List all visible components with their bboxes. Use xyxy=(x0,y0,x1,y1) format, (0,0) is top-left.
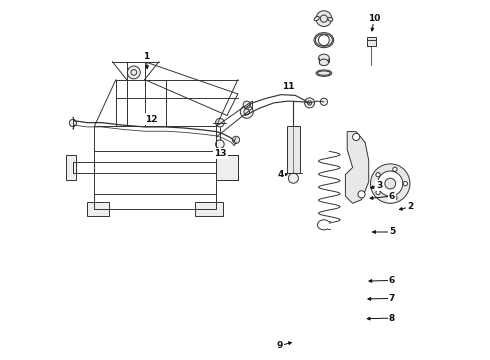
Text: 4: 4 xyxy=(278,170,284,179)
Circle shape xyxy=(127,66,140,79)
Circle shape xyxy=(385,178,395,189)
Ellipse shape xyxy=(318,54,329,62)
Text: 3: 3 xyxy=(376,181,383,190)
Circle shape xyxy=(216,118,224,127)
Ellipse shape xyxy=(328,17,333,21)
Text: 6: 6 xyxy=(389,276,395,285)
Text: 9: 9 xyxy=(277,341,283,350)
Circle shape xyxy=(358,191,365,198)
Circle shape xyxy=(216,140,224,148)
Ellipse shape xyxy=(319,59,329,66)
Polygon shape xyxy=(87,202,109,216)
Polygon shape xyxy=(66,155,76,180)
Text: 7: 7 xyxy=(389,294,395,303)
Text: 11: 11 xyxy=(282,82,294,91)
Circle shape xyxy=(320,98,327,105)
Ellipse shape xyxy=(314,33,334,48)
Circle shape xyxy=(304,98,315,108)
Polygon shape xyxy=(345,132,368,203)
Circle shape xyxy=(378,171,403,196)
Text: 1: 1 xyxy=(143,52,149,61)
Ellipse shape xyxy=(314,17,319,21)
Circle shape xyxy=(232,136,240,143)
Circle shape xyxy=(403,181,408,186)
Circle shape xyxy=(393,196,397,200)
Circle shape xyxy=(376,172,380,177)
Circle shape xyxy=(289,173,298,183)
Text: 8: 8 xyxy=(389,314,395,323)
Circle shape xyxy=(69,120,76,127)
Text: 12: 12 xyxy=(146,114,158,123)
Circle shape xyxy=(243,101,250,108)
Circle shape xyxy=(240,105,253,118)
Text: 13: 13 xyxy=(214,149,227,158)
Polygon shape xyxy=(287,126,300,173)
Ellipse shape xyxy=(316,70,332,76)
Polygon shape xyxy=(195,202,223,216)
Polygon shape xyxy=(367,37,375,45)
Circle shape xyxy=(393,167,397,171)
Circle shape xyxy=(316,11,332,27)
Text: 5: 5 xyxy=(389,228,395,237)
Polygon shape xyxy=(216,155,238,180)
Text: 6: 6 xyxy=(389,192,395,201)
Text: 2: 2 xyxy=(407,202,413,211)
Circle shape xyxy=(318,35,329,45)
Circle shape xyxy=(376,190,380,195)
Circle shape xyxy=(353,134,360,140)
Circle shape xyxy=(370,164,410,203)
Text: 10: 10 xyxy=(368,14,380,23)
